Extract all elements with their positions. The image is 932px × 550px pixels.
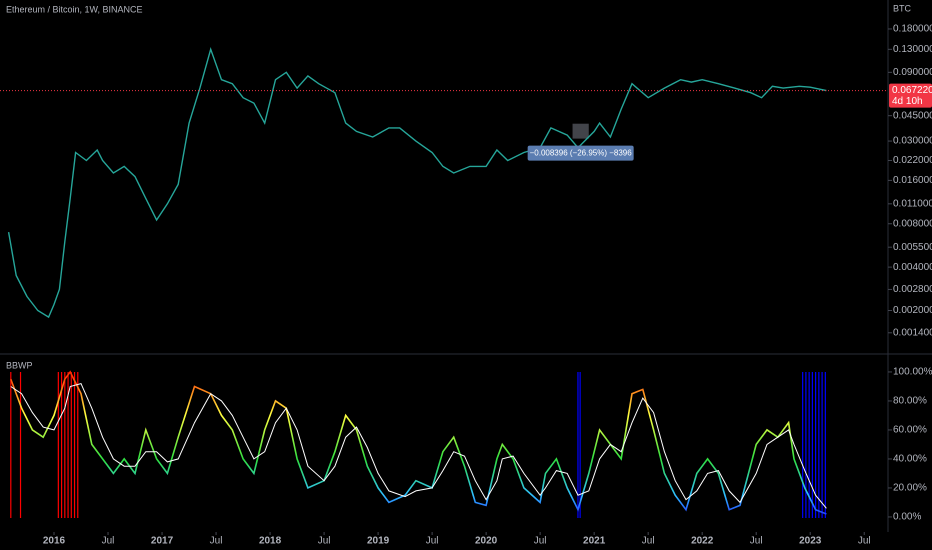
x-tick-label: Jul (750, 536, 763, 547)
y-tick-label: 0.030000 (893, 136, 932, 147)
y-tick-label: 0.005500 (893, 242, 932, 253)
y-tick-label: 0.130000 (893, 44, 932, 55)
y-tick-label: 100.00% (893, 367, 932, 378)
y-tick-label: 0.011000 (893, 198, 932, 209)
x-tick-label: 2016 (43, 536, 66, 547)
y-tick-label: 0.00% (893, 512, 921, 523)
y-tick-label: 0.008000 (893, 218, 932, 229)
chart-title: Ethereum / Bitcoin, 1W, BINANCE (6, 4, 143, 14)
price-line (7, 46, 827, 319)
x-tick-label: 2017 (151, 536, 174, 547)
x-tick-label: 2020 (475, 536, 498, 547)
y-tick-label: 0.090000 (893, 67, 932, 78)
x-tick-label: 2023 (799, 536, 822, 547)
y-tick-label: 0.002000 (893, 305, 932, 316)
x-tick-label: Jul (642, 536, 655, 547)
last-price-label: 0.067220 (892, 85, 932, 96)
axis-label: BTC (893, 3, 912, 13)
measure-box (572, 123, 589, 139)
y-tick-label: 0.016000 (893, 175, 932, 186)
bbwp-ma-line (10, 383, 827, 509)
y-tick-label: 20.00% (893, 483, 927, 494)
countdown: 4d 10h (892, 96, 923, 107)
y-tick-label: 0.022000 (893, 155, 932, 166)
x-tick-label: 2018 (259, 536, 282, 547)
y-tick-label: 0.001400 (893, 327, 932, 338)
last-price-box (889, 83, 932, 108)
y-tick-label: 0.004000 (893, 262, 932, 273)
x-tick-label: Jul (426, 536, 439, 547)
x-tick-label: 2019 (367, 536, 390, 547)
x-tick-label: Jul (102, 536, 115, 547)
y-tick-label: 0.002800 (893, 284, 932, 295)
x-tick-label: Jul (858, 536, 871, 547)
y-tick-label: 60.00% (893, 425, 927, 436)
y-tick-label: 80.00% (893, 396, 927, 407)
indicator-title: BBWP (6, 360, 33, 370)
x-tick-label: Jul (534, 536, 547, 547)
x-tick-label: Jul (318, 536, 331, 547)
measure-tooltip (527, 145, 634, 161)
x-tick-label: 2022 (691, 536, 714, 547)
x-tick-label: Jul (210, 536, 223, 547)
y-tick-label: 0.180000 (893, 24, 932, 35)
measure-label: −0.008396 (−26.95%) −8396 (530, 149, 633, 158)
y-tick-label: 40.00% (893, 454, 927, 465)
x-tick-label: 2021 (583, 536, 606, 547)
y-tick-label: 0.045000 (893, 110, 932, 121)
